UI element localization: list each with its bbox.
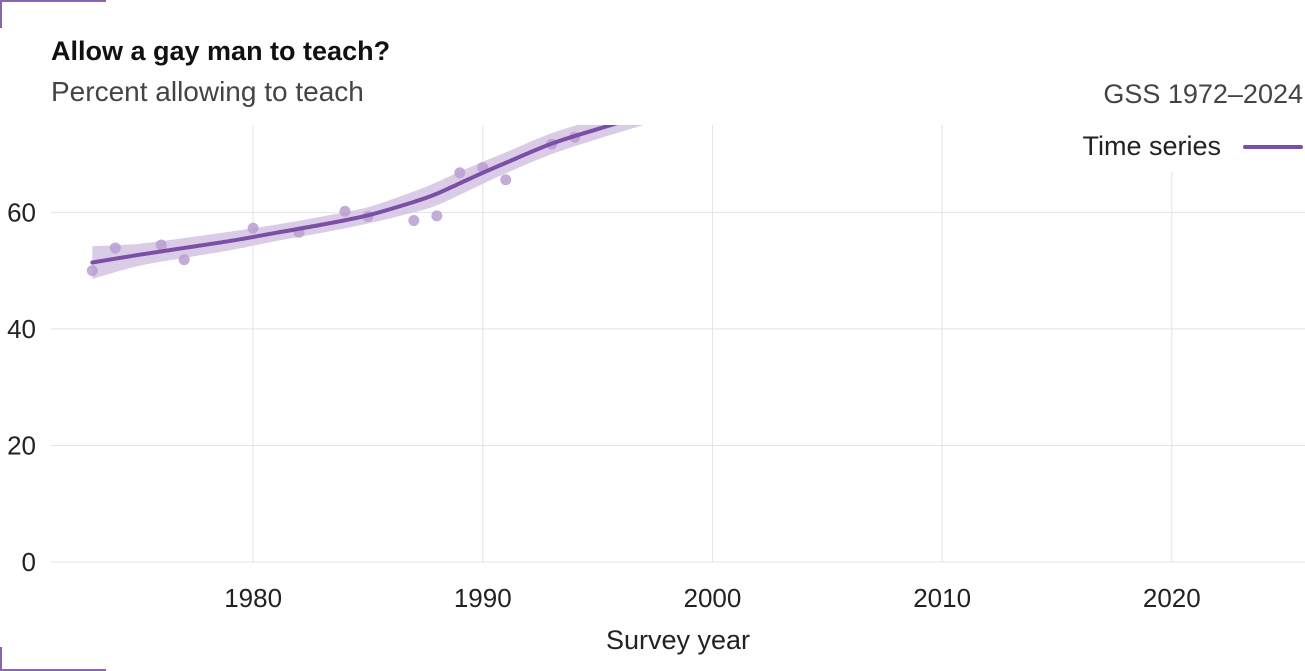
corner-mark-top [0, 0, 106, 28]
data-point [454, 167, 466, 179]
chart-subtitle: Percent allowing to teach [51, 76, 364, 107]
tick-labels: 1980 1990 2000 2010 2020 0 20 40 60 [7, 197, 1201, 613]
legend-label: Time series [1082, 131, 1221, 161]
x-tick-label: 2010 [913, 583, 971, 613]
data-point [247, 222, 259, 234]
confidence-band [92, 125, 644, 279]
chart-title: Allow a gay man to teach? [51, 36, 391, 66]
x-tick-label: 2020 [1143, 583, 1201, 613]
data-point [178, 254, 190, 266]
corner-mark-bottom [0, 647, 106, 671]
data-point [109, 242, 121, 254]
legend: Time series [1082, 131, 1303, 162]
y-tick-label: 20 [7, 430, 36, 460]
grid-lines [51, 125, 1305, 563]
y-tick-label: 0 [22, 547, 36, 577]
x-tick-label: 1990 [454, 583, 512, 613]
y-tick-label: 60 [7, 197, 36, 227]
trend-line [90, 125, 618, 265]
data-point [431, 210, 443, 222]
source-label: GSS 1972–2024 [1103, 79, 1303, 109]
y-tick-label: 40 [7, 314, 36, 344]
data-point [155, 239, 167, 251]
legend-swatch [1243, 144, 1303, 149]
data-point [500, 174, 512, 186]
x-axis-title: Survey year [606, 625, 750, 655]
x-tick-label: 1980 [224, 583, 282, 613]
data-layer [86, 125, 644, 279]
x-tick-label: 2000 [684, 583, 742, 613]
data-point [339, 205, 351, 217]
data-point [86, 265, 98, 277]
data-point [408, 215, 420, 227]
